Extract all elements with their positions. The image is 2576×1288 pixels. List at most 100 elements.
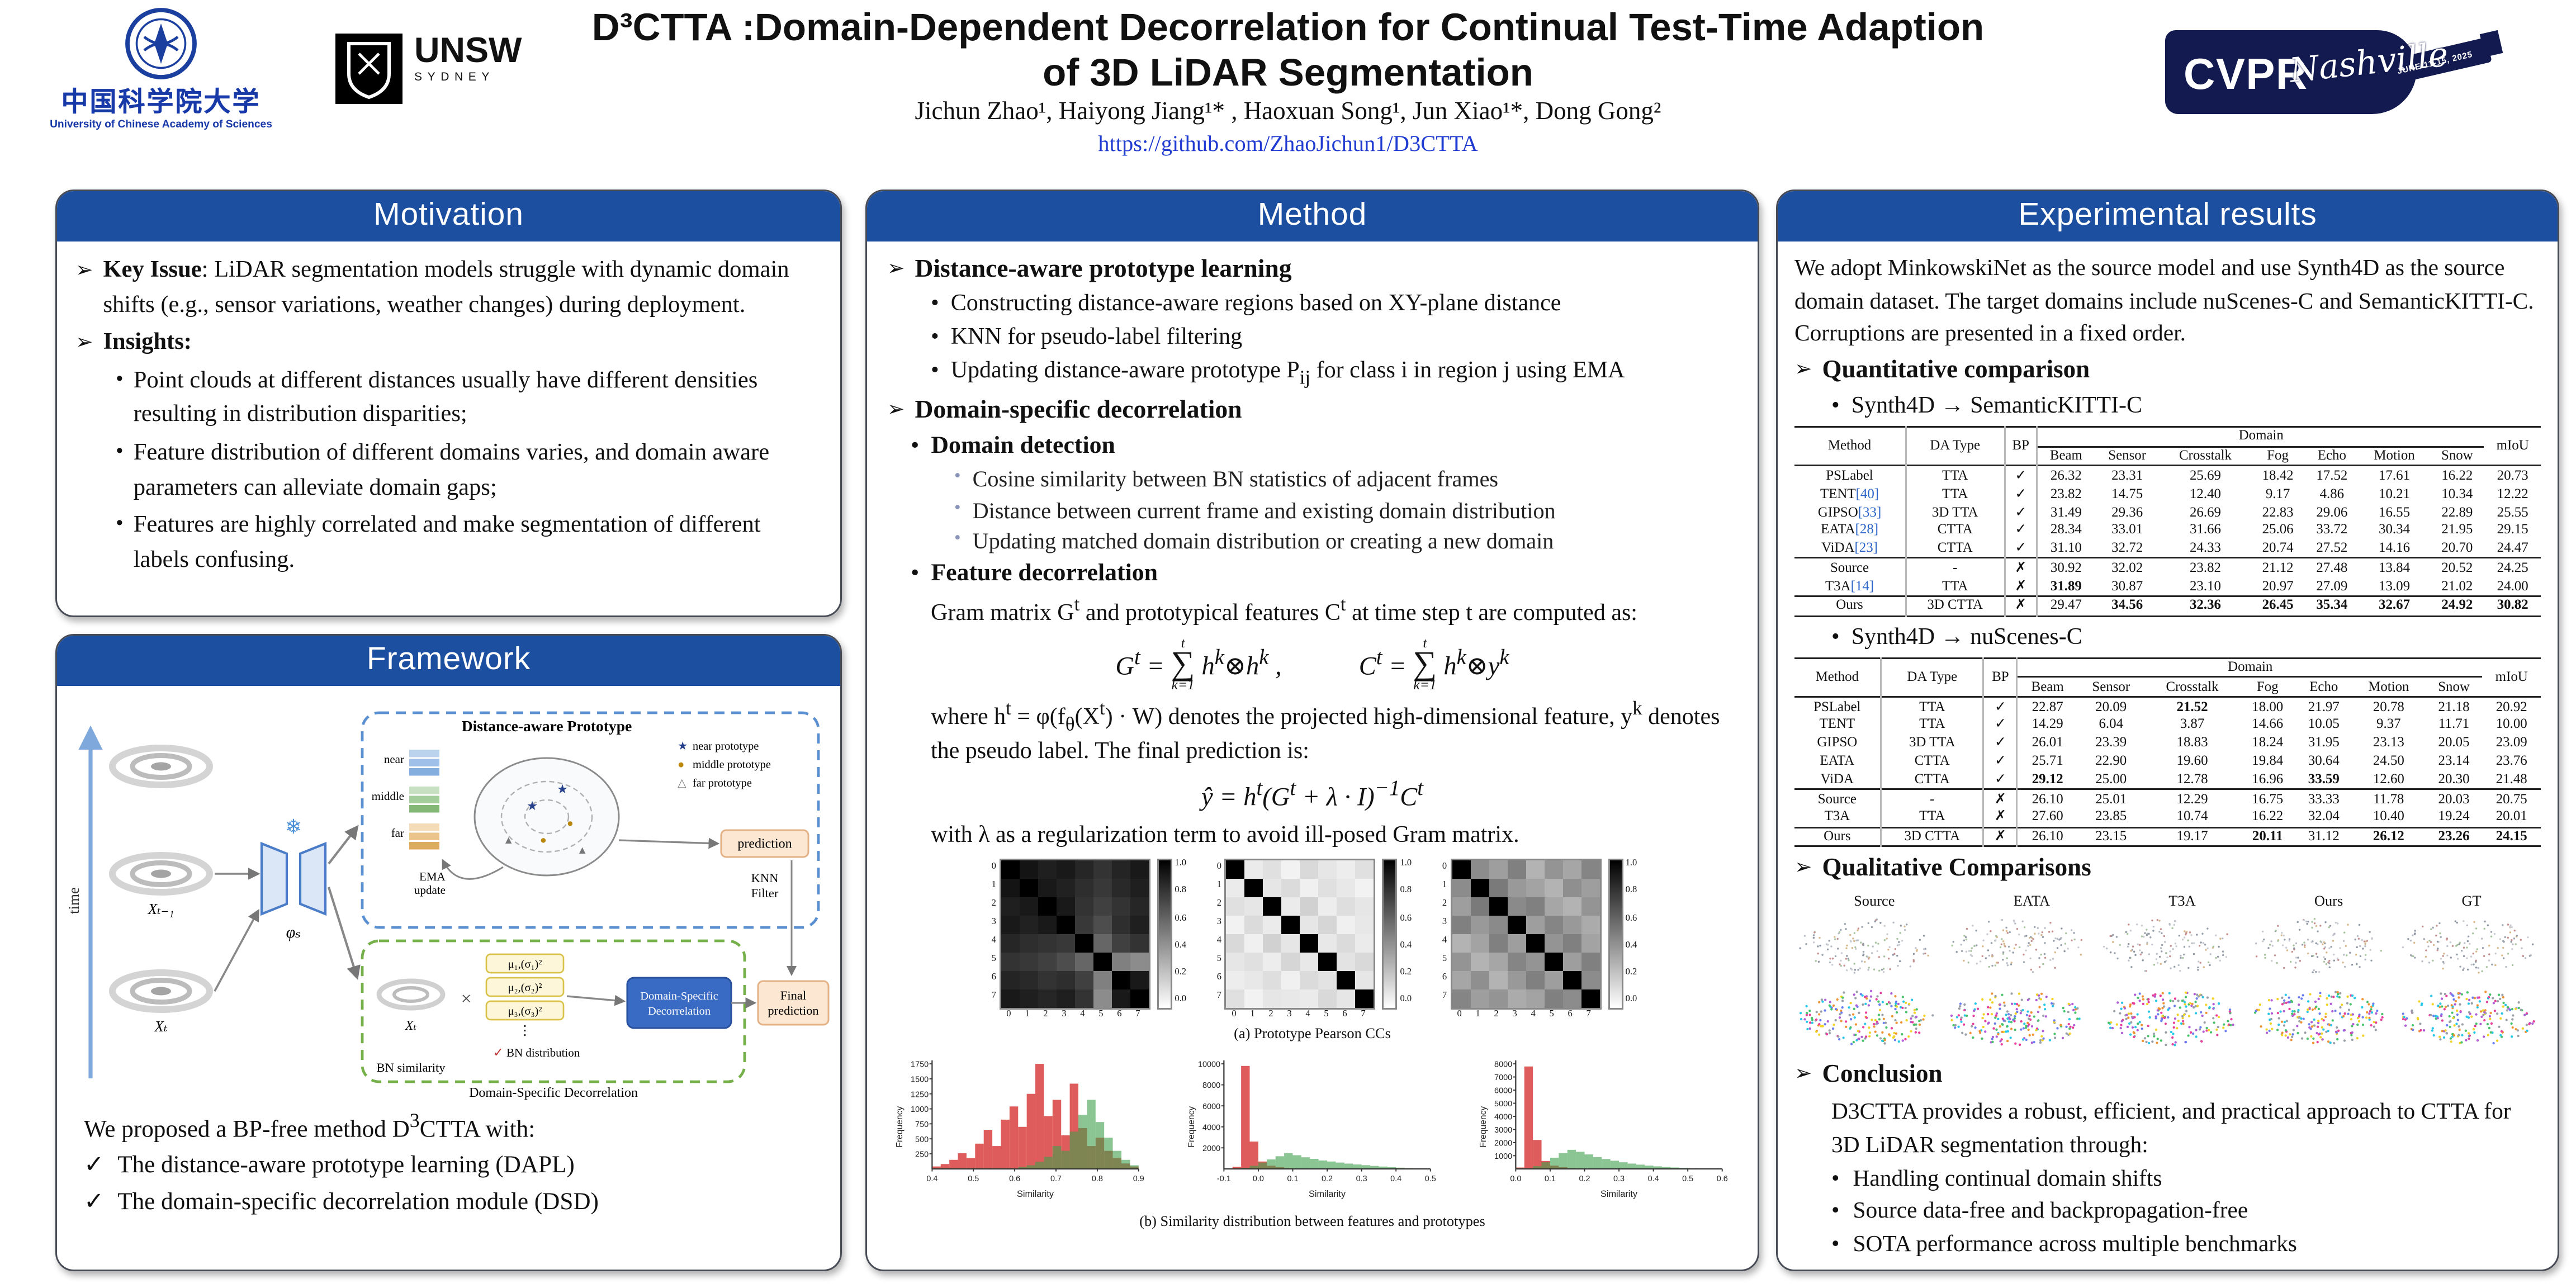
- svg-text:0.0: 0.0: [1252, 1175, 1263, 1183]
- framework-summary: We proposed a BP-free method D3CTTA with…: [57, 1102, 840, 1222]
- svg-text:4000: 4000: [1202, 1124, 1220, 1133]
- table-cell: ✓: [1983, 697, 2018, 716]
- table-cell: 25.01: [2095, 790, 2127, 806]
- github-link[interactable]: https://github.com/ZhaoJichun1/D3CTTA: [1098, 131, 1478, 157]
- domain-column-header: Echo: [2309, 679, 2338, 694]
- method-panel: Method ➢ Distance-aware prototype learni…: [865, 190, 1759, 1271]
- table-cell: -: [1881, 789, 1985, 808]
- check-icon: ✓: [84, 1153, 105, 1180]
- qualitative-column-labels: Source EATA T3A Ours GT: [1794, 890, 2541, 911]
- svg-text:0.0: 0.0: [1509, 1175, 1521, 1183]
- domain-column-header: Motion: [2374, 448, 2415, 463]
- table-cell: 26.10: [2032, 828, 2063, 844]
- star-marker: ★: [556, 782, 567, 796]
- dsd-box-label1: Domain-Specific: [640, 990, 717, 1002]
- pearson-heatmap: 0 1 2 3 4 5 6 7 0 1 2 3 4 5 6 7 1.0 0.8 0.6 0.4 0.2 0.0: [991, 859, 1186, 1020]
- sum-upper-limit: t: [1423, 634, 1427, 652]
- point-cloud-scan: [108, 852, 212, 896]
- insights-label: Insights:: [103, 329, 192, 356]
- table-cell: 10.05: [2308, 717, 2340, 732]
- svg-text:0.5: 0.5: [1424, 1175, 1435, 1183]
- key-issue-item: ➢ Key Issue: LiDAR segmentation models s…: [75, 253, 822, 323]
- qualitative-row: [1794, 984, 2541, 1055]
- insight-item: • Feature distribution of different doma…: [116, 436, 822, 505]
- table-row: PSLabel TTA ✓ 26.32 23.31 25.69 18.42 17.52 17.6…: [1794, 466, 2541, 485]
- unsw-shield-icon: [335, 34, 402, 104]
- method-subitem: • Distance between current frame and exis…: [954, 496, 1737, 525]
- miou-header: mIoU: [2496, 438, 2529, 453]
- sum-symbol: t ∑ k=1: [1171, 636, 1195, 691]
- formula-part: hk⊗yk: [1443, 645, 1509, 682]
- table-cell: TENT: [1794, 716, 1882, 735]
- framework-summary-item: ✓ The distance-aware prototype learning …: [84, 1149, 813, 1186]
- knn-label1: KNN: [750, 871, 778, 885]
- table-cell: CTTA: [1881, 770, 1985, 789]
- bn-similarity-label: BN similarity: [376, 1060, 445, 1074]
- table-row: Ours 3D CTTA ✗ 29.47 34.56 32.36 26.45 35.34 32.…: [1794, 596, 2541, 616]
- table-cell: 16.22: [2441, 467, 2473, 483]
- table-row: PSLabel TTA ✓ 22.87 20.09 21.52 18.00 21.97 20.7…: [1794, 697, 2541, 716]
- table-cell: 22.90: [2095, 753, 2127, 768]
- table-cell: 21.02: [2441, 577, 2473, 593]
- table-cell: T3A[14]: [1794, 577, 1907, 596]
- framework-summary-intro: We proposed a BP-free method D3CTTA with…: [84, 1109, 536, 1144]
- column-header: DA Type: [1881, 657, 1985, 697]
- svg-text:4000: 4000: [1494, 1113, 1512, 1122]
- svg-text:2000: 2000: [1494, 1139, 1512, 1148]
- prediction-box: [719, 829, 808, 858]
- table-cell: ✓: [1983, 752, 2018, 770]
- table-cell: 12.40: [2189, 486, 2221, 501]
- insight-text: Feature distribution of different domain…: [133, 439, 770, 501]
- table-row: Source - ✗ 30.92 32.02 23.82 21.12 27.48 13.84 20…: [1794, 558, 2541, 577]
- table-cell: -: [1905, 558, 2006, 577]
- table-cell: 23.82: [2189, 560, 2221, 575]
- pointcloud-image: [2246, 912, 2390, 983]
- sum-symbol: t ∑ k=1: [1413, 634, 1437, 693]
- final-label1: Final: [779, 988, 805, 1002]
- domain-column-header: Beam: [2031, 679, 2064, 694]
- table-cell: 20.11: [2252, 828, 2283, 844]
- table-row: TENT[40] TTA ✓ 23.82 14.75 12.40 9.17 4.86 10.21…: [1794, 485, 2541, 504]
- table1-caption: • Synth4D → SemanticKITTI-C: [1831, 391, 2541, 424]
- dot-bullet-icon: •: [931, 359, 939, 384]
- table2-caption-text: Synth4D → nuScenes-C: [1851, 625, 2082, 651]
- table-cell: TTA: [1905, 466, 2006, 485]
- connector: [212, 908, 259, 992]
- table-cell: 20.70: [2441, 540, 2473, 556]
- table-cell: 14.66: [2252, 717, 2284, 732]
- table-cell: 30.64: [2308, 753, 2340, 768]
- domain-column-header: Fog: [2256, 679, 2279, 694]
- table-cell: Ours: [1794, 827, 1882, 847]
- lambda-text: with λ as a regularization term to avoid…: [931, 823, 1519, 849]
- connector: [618, 837, 719, 849]
- pointcloud-image: [2095, 984, 2240, 1055]
- similarity-histogram: 1750 1500 1250 1000 750 500 250 0.4 0.5 0.6 0.7 0.8…: [894, 1060, 1144, 1199]
- table-cell: 26.12: [2373, 828, 2404, 844]
- method-item-text: Updating distance-aware prototype Pij fo…: [950, 359, 1625, 389]
- table-cell: 10.40: [2373, 809, 2404, 825]
- table-cell: 31.12: [2308, 828, 2340, 844]
- dsd-module-caption: Domain-Specific Decorrelation: [468, 1086, 637, 1100]
- table-cell: 33.01: [2111, 522, 2143, 537]
- table-cell: ✓: [2004, 466, 2038, 485]
- table-cell: 30.92: [2050, 560, 2082, 575]
- table-cell: 20.92: [2496, 698, 2527, 714]
- qualitative-heading: ➢ Qualitative Comparisons: [1794, 853, 2541, 888]
- table-cell: 31.95: [2308, 735, 2340, 750]
- table-cell: 20.30: [2438, 771, 2470, 787]
- table-cell: 32.04: [2308, 809, 2340, 825]
- insight-text: Point clouds at different distances usua…: [133, 367, 758, 429]
- prototype-ring: [500, 780, 592, 853]
- near-label: near: [383, 752, 403, 766]
- table-cell: ✗: [1983, 808, 2018, 827]
- far-feature-stack: [408, 823, 439, 850]
- dot-bullet-icon: •: [911, 432, 920, 460]
- final-label2: prediction: [767, 1003, 818, 1017]
- table-cell: 11.71: [2438, 717, 2470, 732]
- pearson-heatmap: 0 1 2 3 4 5 6 7 0 1 2 3 4 5 6 7 1.0 0.8 0.6 0.4 0.2 0.0: [1216, 859, 1412, 1020]
- sum-lower-limit: k=1: [1413, 675, 1437, 693]
- svg-text:6000: 6000: [1494, 1087, 1512, 1096]
- table-cell: 33.59: [2308, 771, 2340, 787]
- table-cell: 3D TTA: [1905, 503, 2006, 522]
- conclusion-item-text: Source data-free and backpropagation-fre…: [1853, 1197, 2248, 1223]
